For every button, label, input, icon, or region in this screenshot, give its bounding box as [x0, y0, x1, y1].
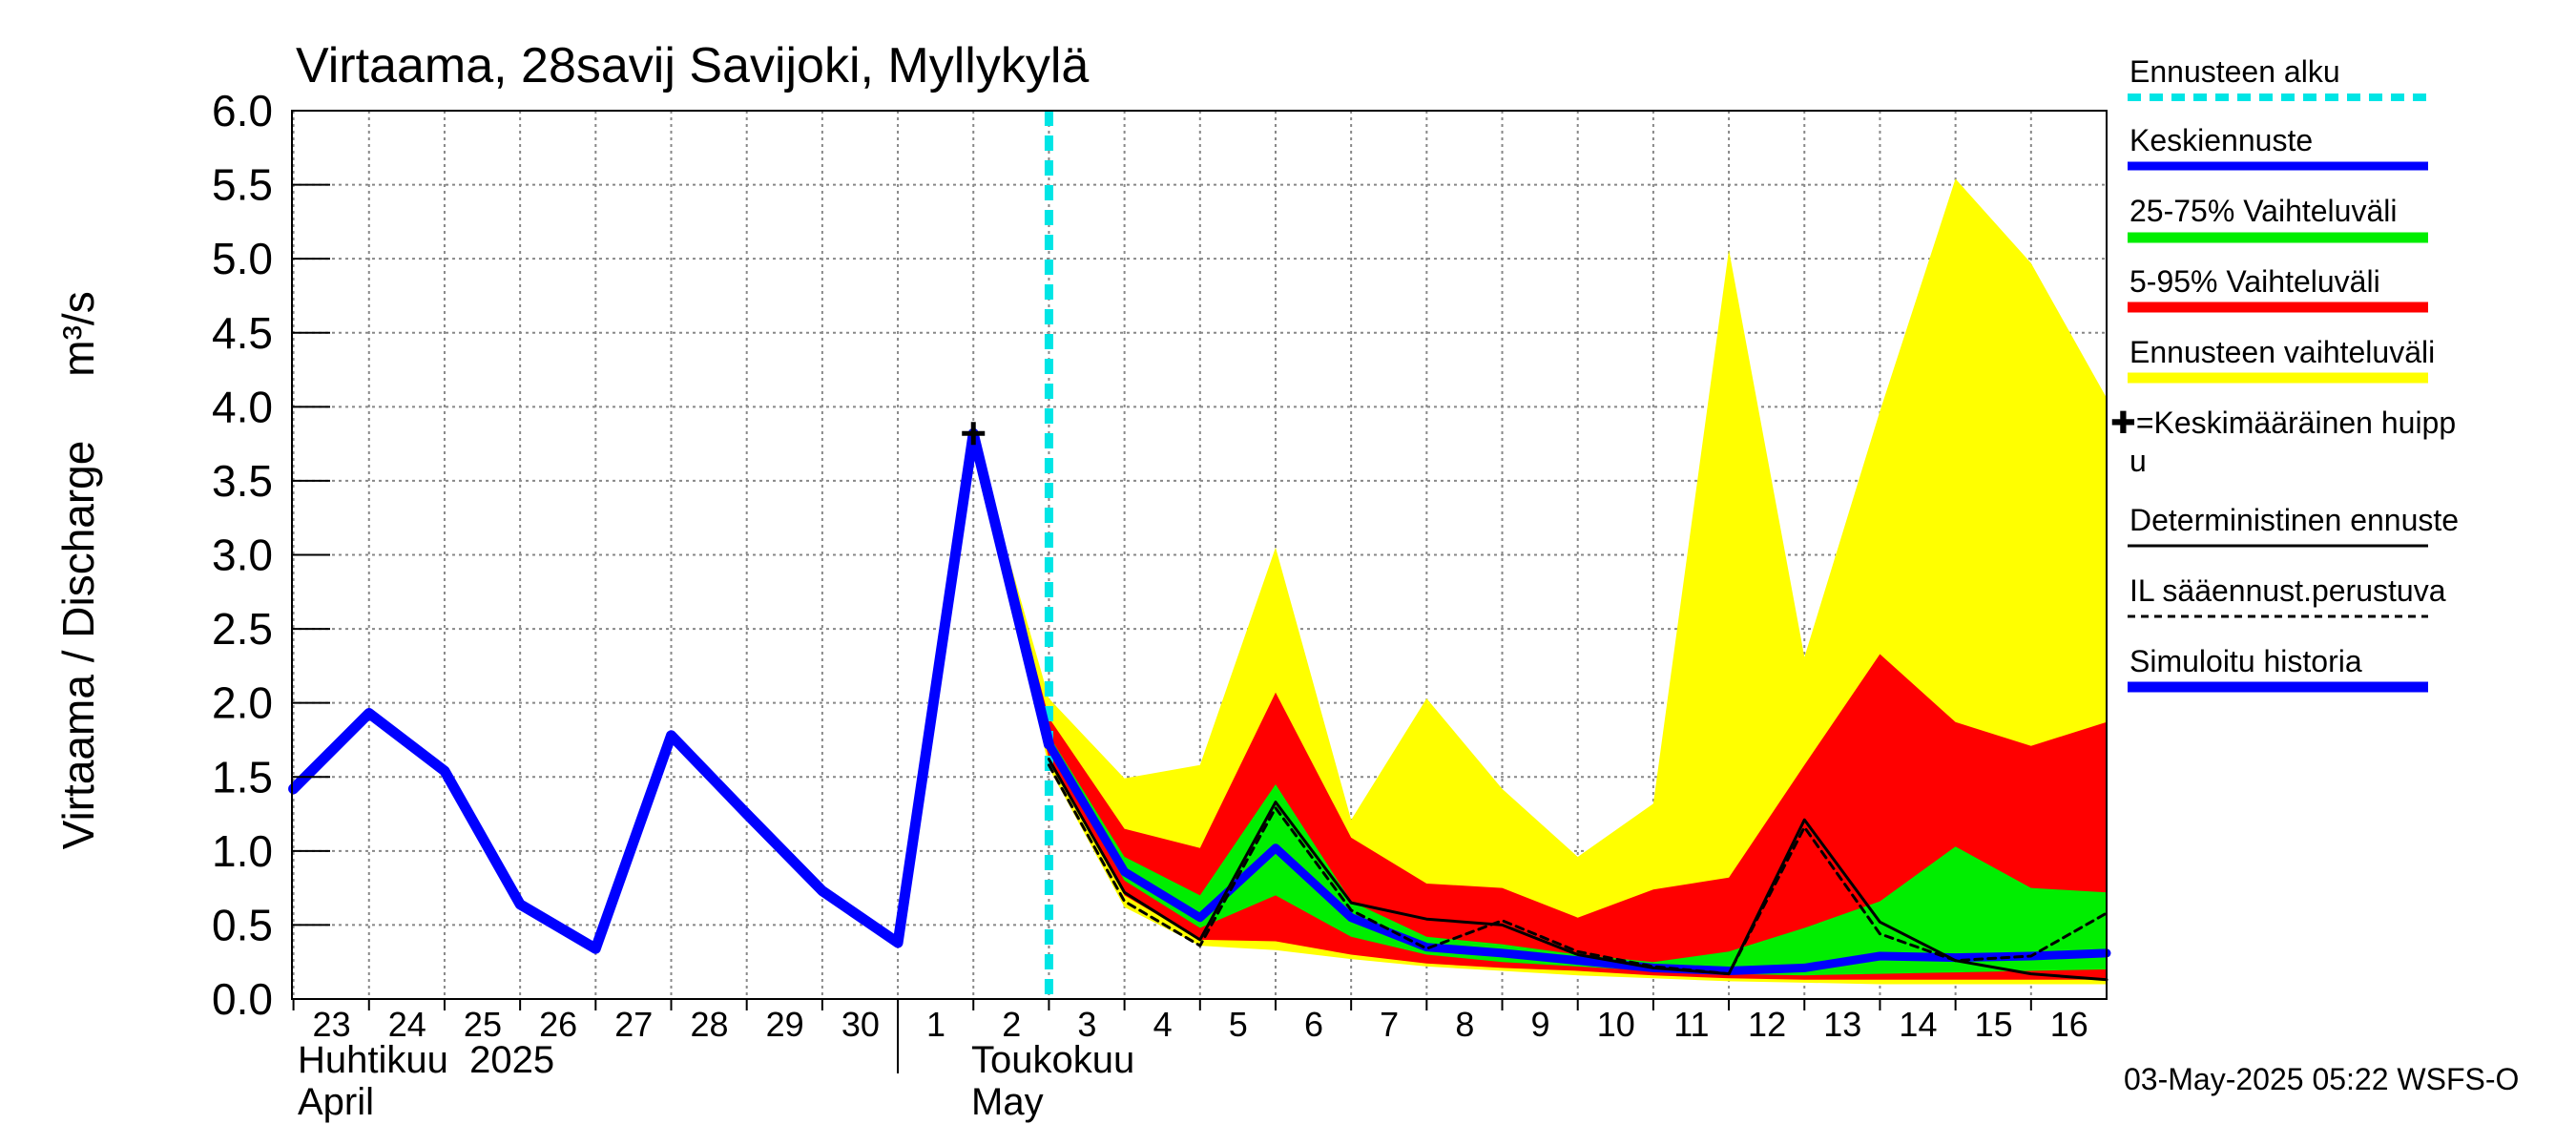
x-tick-label: 10 [1597, 1005, 1635, 1044]
legend-label-il-weather: IL sääennust.perustuva [2129, 573, 2446, 608]
y-axis-label: Virtaama / Discharge m³/s [53, 291, 103, 849]
y-tick-label: 0.0 [212, 974, 273, 1024]
x-tick-label: 30 [841, 1005, 880, 1044]
x-tick-label: 16 [2050, 1005, 2088, 1044]
x-tick-label: 24 [388, 1005, 426, 1044]
y-tick-label: 4.5 [212, 308, 273, 358]
legend-label-forecast-start: Ennusteen alku [2129, 54, 2340, 89]
series [288, 111, 2111, 999]
legend-label-mean-peak: ✚=Keskimääräinen huipp [2110, 406, 2456, 440]
x-tick-label: 27 [614, 1005, 653, 1044]
y-tick-label: 6.0 [212, 86, 273, 135]
x-tick-label: 29 [766, 1005, 804, 1044]
x-tick-label: 11 [1673, 1005, 1709, 1044]
month-labels: Huhtikuu 2025 April Toukokuu May [298, 1039, 1134, 1123]
mean-peak-marker [962, 422, 986, 446]
legend-label-range-5-95: 5-95% Vaihteluväli [2129, 264, 2380, 299]
legend-label-mean-peak-cont: u [2129, 444, 2147, 478]
x-tick-label: 4 [1153, 1005, 1173, 1044]
x-tick-label: 25 [464, 1005, 502, 1044]
y-tick-label: 1.5 [212, 752, 273, 802]
y-tick-label: 2.0 [212, 678, 273, 728]
y-tick-label: 0.5 [212, 900, 273, 949]
x-tick-label: 15 [1975, 1005, 2013, 1044]
x-tick-label: 12 [1748, 1005, 1786, 1044]
x-tick-label: 23 [313, 1005, 351, 1044]
month-label-may-fi: Toukokuu [971, 1039, 1134, 1081]
y-tick-label: 5.0 [212, 234, 273, 283]
x-tick-label: 5 [1229, 1005, 1248, 1044]
plot-frame [291, 110, 2108, 1000]
x-tick-label: 2 [1002, 1005, 1021, 1044]
legend: Ennusteen alku Keskiennuste 25-75% Vaiht… [2110, 54, 2459, 693]
deterministic-line [1047, 758, 2109, 982]
y-tick-label: 4.0 [212, 382, 273, 431]
y-axis-unit: m³/s [53, 291, 103, 376]
simulated-history-line [288, 427, 1054, 954]
axes: 0.0 0.5 1.0 1.5 2.0 2.5 3.0 3.5 4.0 4.5 5.0 5.5 6.0 2… [212, 86, 2108, 1073]
x-tick-label: 14 [1899, 1005, 1937, 1044]
legend-label-range-25-75: 25-75% Vaihteluväli [2129, 194, 2397, 228]
y-tick-label: 1.0 [212, 826, 273, 876]
y-axis-title: Virtaama / Discharge [53, 441, 103, 850]
x-tick-label: 9 [1531, 1005, 1550, 1044]
footer-timestamp: 03-May-2025 05:22 WSFS-O [2124, 1062, 2519, 1096]
legend-label-mean-forecast: Keskiennuste [2129, 123, 2313, 157]
legend-label-forecast-range: Ennusteen vaihteluväli [2129, 335, 2435, 369]
x-tick-label: 26 [539, 1005, 577, 1044]
il-weather-line [1047, 763, 2109, 976]
x-tick-label: 7 [1380, 1005, 1399, 1044]
y-tick-label: 2.5 [212, 604, 273, 654]
x-tick-label: 8 [1455, 1005, 1474, 1044]
y-tick-label: 5.5 [212, 160, 273, 210]
x-tick-label: 3 [1077, 1005, 1096, 1044]
chart-title: Virtaama, 28savij Savijoki, Myllykylä [296, 38, 1089, 94]
month-label-april-fi: Huhtikuu 2025 [298, 1039, 554, 1081]
legend-label-simulated-history: Simuloitu historia [2129, 644, 2362, 678]
y-tick-label: 3.5 [212, 456, 273, 506]
x-tick-label: 1 [926, 1005, 945, 1044]
y-tick-label: 3.0 [212, 531, 273, 580]
x-tick-label: 6 [1304, 1005, 1323, 1044]
legend-label-deterministic: Deterministinen ennuste [2129, 503, 2459, 537]
x-tick-label: 28 [690, 1005, 728, 1044]
x-tick-label: 13 [1823, 1005, 1861, 1044]
month-label-april-en: April [298, 1081, 374, 1123]
month-label-may-en: May [971, 1081, 1044, 1123]
